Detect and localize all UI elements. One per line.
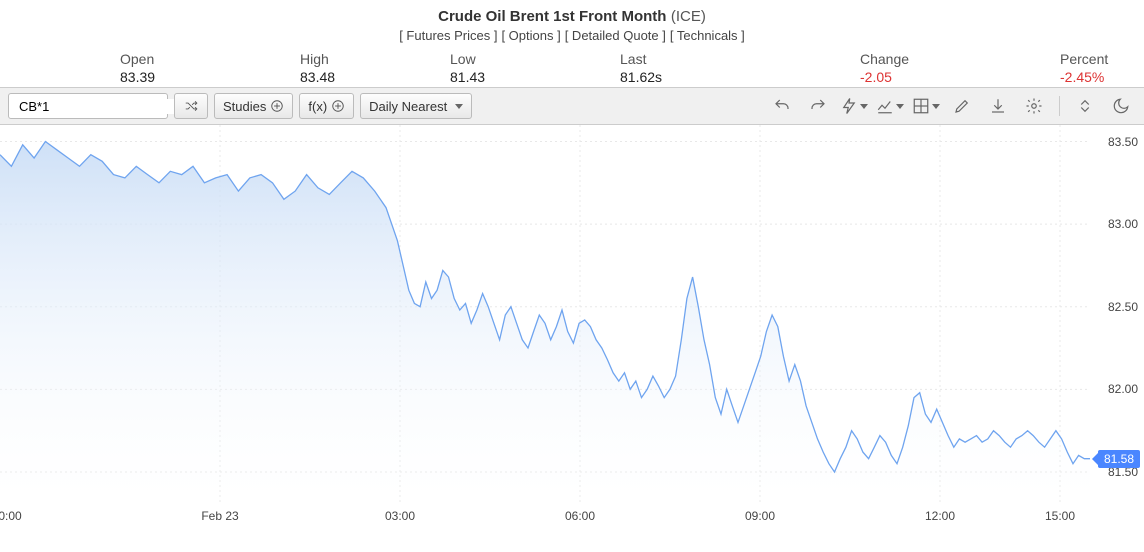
stat-label: Open xyxy=(120,51,154,67)
undo-button[interactable] xyxy=(767,93,797,119)
separator xyxy=(1059,96,1060,116)
chevron-down-icon xyxy=(455,104,463,109)
draw-button[interactable] xyxy=(947,93,977,119)
collapse-icon xyxy=(1076,97,1094,115)
header: Crude Oil Brent 1st Front Month (ICE) [ … xyxy=(0,0,1144,47)
stat-low: Low 81.43 xyxy=(450,51,485,85)
theme-button[interactable] xyxy=(1106,93,1136,119)
stat-value: 81.62s xyxy=(620,69,662,85)
app-root: Crude Oil Brent 1st Front Month (ICE) [ … xyxy=(0,0,1144,552)
x-axis-label: Feb 23 xyxy=(201,509,238,523)
layout-icon xyxy=(912,97,930,115)
stat-percent: Percent -2.45% xyxy=(1060,51,1108,85)
flash-button[interactable] xyxy=(839,93,869,119)
header-link[interactable]: [ Technicals ] xyxy=(670,28,745,43)
collapse-button[interactable] xyxy=(1070,93,1100,119)
gear-icon xyxy=(1025,97,1043,115)
instrument-title: Crude Oil Brent 1st Front Month xyxy=(438,8,666,25)
undo-icon xyxy=(773,97,791,115)
fx-label: f(x) xyxy=(308,99,327,114)
download-button[interactable] xyxy=(983,93,1013,119)
redo-button[interactable] xyxy=(803,93,833,119)
stat-value: -2.45% xyxy=(1060,69,1104,85)
shuffle-button[interactable] xyxy=(174,93,208,119)
studies-label: Studies xyxy=(223,99,266,114)
studies-button[interactable]: Studies xyxy=(214,93,293,119)
stat-change: Change -2.05 xyxy=(860,51,909,85)
stat-label: Last xyxy=(620,51,646,67)
plus-icon xyxy=(270,99,284,113)
price-chart[interactable] xyxy=(0,125,1090,505)
stat-label: Low xyxy=(450,51,476,67)
stat-value: 83.48 xyxy=(300,69,335,85)
shuffle-icon xyxy=(184,99,198,113)
symbol-search[interactable] xyxy=(8,93,168,119)
chevron-down-icon xyxy=(932,104,940,109)
stat-open: Open 83.39 xyxy=(120,51,155,85)
x-axis-label: 09:00 xyxy=(745,509,775,523)
plus-icon xyxy=(331,99,345,113)
y-axis-label: 82.00 xyxy=(1108,382,1138,396)
x-axis-label: 0:00 xyxy=(0,509,22,523)
stat-high: High 83.48 xyxy=(300,51,335,85)
flash-icon xyxy=(840,97,858,115)
x-axis-label: 03:00 xyxy=(385,509,415,523)
moon-icon xyxy=(1112,97,1130,115)
stat-label: Percent xyxy=(1060,51,1108,67)
stat-value: 83.39 xyxy=(120,69,155,85)
y-axis-label: 82.50 xyxy=(1108,300,1138,314)
chevron-down-icon xyxy=(896,104,904,109)
chart-icon xyxy=(876,97,894,115)
chart-region[interactable]: 81.5082.0082.5083.0083.500:00Feb 2303:00… xyxy=(0,125,1144,545)
toolbar: Studies f(x) Daily Nearest xyxy=(0,87,1144,125)
instrument-exchange: (ICE) xyxy=(671,8,706,25)
header-link[interactable]: [ Detailed Quote ] xyxy=(565,28,666,43)
download-icon xyxy=(989,97,1007,115)
header-link[interactable]: [ Options ] xyxy=(501,28,560,43)
x-axis-label: 15:00 xyxy=(1045,509,1075,523)
stats-row: Open 83.39 High 83.48 Low 81.43 Last 81.62s Chan… xyxy=(0,47,1144,87)
chevron-down-icon xyxy=(860,104,868,109)
layout-button[interactable] xyxy=(911,93,941,119)
fx-button[interactable]: f(x) xyxy=(299,93,354,119)
settings-button[interactable] xyxy=(1019,93,1049,119)
y-axis-label: 83.50 xyxy=(1108,135,1138,149)
redo-icon xyxy=(809,97,827,115)
x-axis-label: 06:00 xyxy=(565,509,595,523)
chart-type-button[interactable] xyxy=(875,93,905,119)
stat-value: 81.43 xyxy=(450,69,485,85)
x-axis-label: 12:00 xyxy=(925,509,955,523)
stat-label: Change xyxy=(860,51,909,67)
y-axis-label: 83.00 xyxy=(1108,217,1138,231)
header-links: [ Futures Prices ] [ Options ] [ Detailed … xyxy=(0,28,1144,43)
price-flag: 81.58 xyxy=(1098,450,1140,468)
symbol-input[interactable] xyxy=(19,99,195,114)
stat-last: Last 81.62s xyxy=(620,51,662,85)
pencil-icon xyxy=(953,97,971,115)
stat-label: High xyxy=(300,51,329,67)
range-dropdown[interactable]: Daily Nearest xyxy=(360,93,472,119)
range-label: Daily Nearest xyxy=(369,99,447,114)
stat-value: -2.05 xyxy=(860,69,892,85)
header-link[interactable]: [ Futures Prices ] xyxy=(399,28,497,43)
